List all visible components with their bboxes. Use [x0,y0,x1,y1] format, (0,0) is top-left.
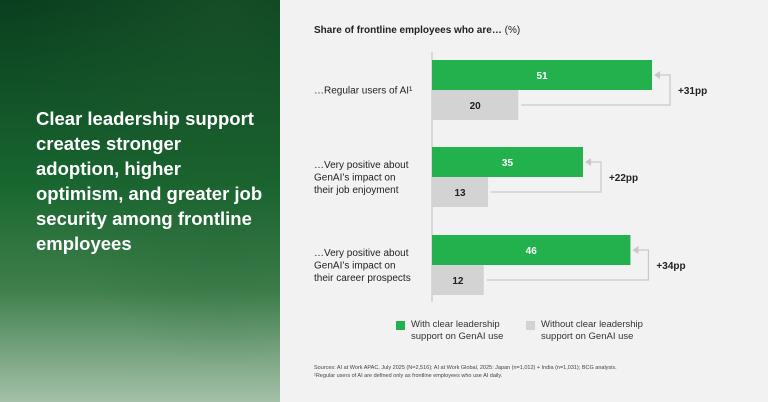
category-label: …Very positive about [314,248,409,259]
bar-chart: …Regular users of AI¹ 51 20 +31pp …Very posi… [314,52,707,302]
arrow-head [654,71,660,79]
bar-value-label: 13 [454,188,466,199]
chart-title-unit: (%) [504,25,521,36]
category-label: their job enjoyment [314,185,399,196]
bar-with-support [432,60,652,90]
hero-panel: Clear leadership support creates stronge… [0,0,280,402]
category-label: …Very positive about [314,160,409,171]
bar-with-support [432,147,583,177]
difference-bracket [521,74,671,106]
arrow-head [632,246,639,254]
chart-panel: Share of frontline employees who are… (%… [280,0,768,402]
bar-without-support [432,177,489,207]
sources-text: Sources: AI at Work APAC, July 2025 (N=2… [314,365,617,371]
difference-label: +34pp [656,261,685,272]
footnote-text: ¹Regular users of AI are defined only as… [314,373,503,379]
sources-note: Sources: AI at Work APAC, July 2025 (N=2… [314,364,754,380]
legend-label-without-1: Without clear leadership [541,319,643,330]
legend-label-without-2: support on GenAI use [541,331,634,342]
bar-without-support [432,265,484,295]
category-label: GenAI’s impact on [314,261,396,272]
legend-label-with-1: With clear leadership [411,319,500,330]
arrow-head [584,158,591,166]
bar-with-support [432,235,631,265]
chart-title: Share of frontline employees who are… (%… [314,25,520,36]
difference-bracket [486,249,650,281]
bar-value-label: 51 [536,71,548,82]
category-label: …Regular users of AI¹ [314,86,413,97]
legend-label-with-2: support on GenAI use [411,331,504,342]
legend-item-without-support: Without clear leadership support on GenA… [526,319,671,343]
bar-value-label: 35 [502,158,514,169]
bar-value-label: 20 [470,101,482,112]
chart-title-text: Share of frontline employees who are… [314,25,502,36]
bar-value-label: 46 [526,246,538,257]
difference-label: +22pp [609,173,638,184]
legend-swatch-gray [526,321,535,330]
legend-swatch-green [396,321,405,330]
bar-value-label: 12 [452,276,464,287]
difference-label: +31pp [678,86,707,97]
category-label: GenAI’s impact on [314,173,396,184]
legend-item-with-support: With clear leadership support on GenAI u… [396,319,541,343]
difference-bracket [491,161,602,193]
category-label: their career prospects [314,273,411,284]
headline: Clear leadership support creates stronge… [36,108,263,254]
bar-without-support [432,90,519,120]
